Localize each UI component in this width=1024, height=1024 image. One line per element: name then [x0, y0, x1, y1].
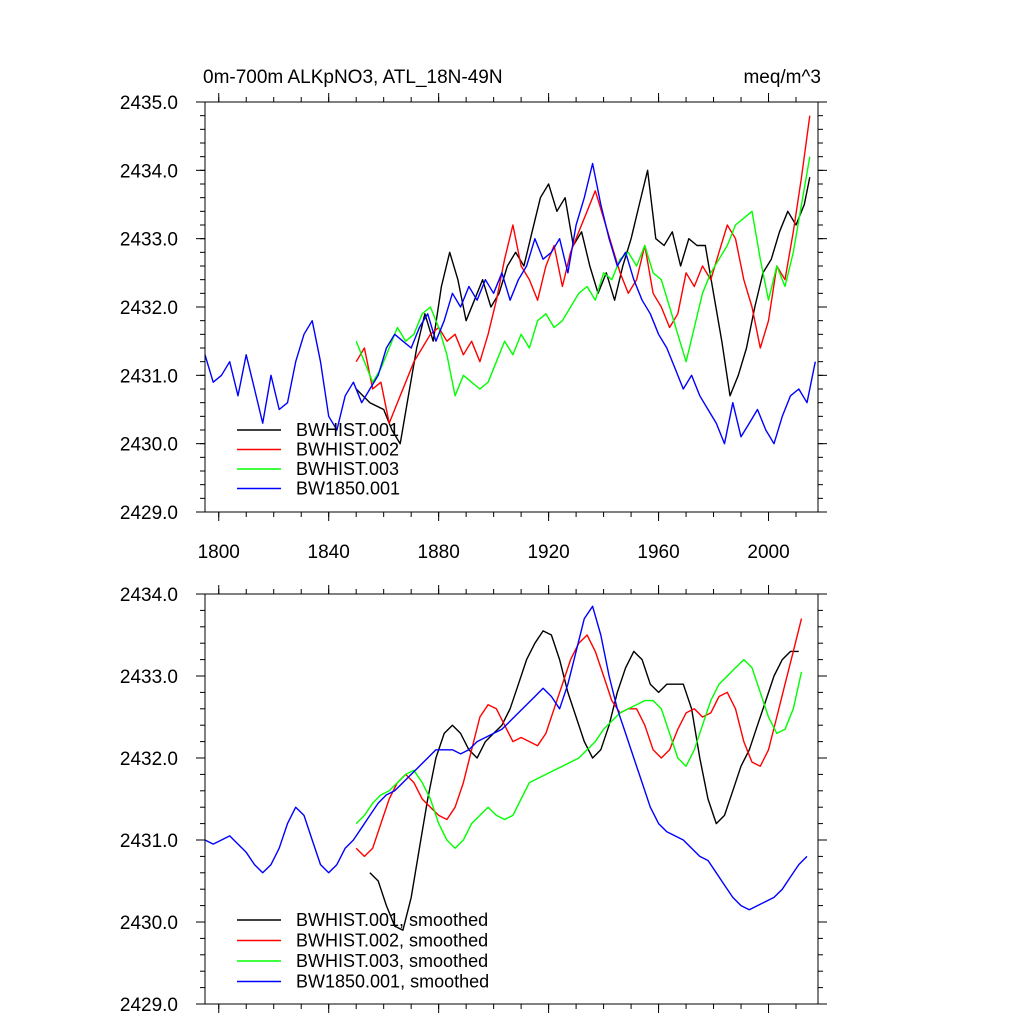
bottom-panel: 2429.0 2430.0 2431.0 2432.0 2433.0 2434.0 BWH…	[120, 585, 827, 1016]
bottom-legend-label-bw1850-001-smoothed: BW1850.001, smoothed	[296, 972, 489, 992]
bottom-legend-label-bwhist-001-smoothed: BWHIST.001, smoothed	[296, 910, 488, 930]
top-ytick-label: 2430.0	[120, 435, 178, 456]
bottom-series-bw1850-001-smoothed	[204, 605, 808, 911]
top-ytick-label: 2433.0	[120, 230, 178, 251]
bottom-series-bwhist-003-smoothed	[355, 658, 803, 849]
bottom-ytick-label: 2432.0	[120, 749, 178, 770]
top-xtick-label: 1960	[637, 542, 679, 563]
top-panel: 0m-700m ALKpNO3, ATL_18N-49N meq/m^3 242…	[120, 67, 827, 563]
top-ytick-label: 2432.0	[120, 298, 178, 319]
top-xtick-label: 2000	[747, 542, 789, 563]
bottom-legend-label-bwhist-003-smoothed: BWHIST.003, smoothed	[296, 951, 488, 971]
top-legend-label-bwhist-002: BWHIST.002	[296, 440, 399, 460]
bottom-legend-label-bwhist-002-smoothed: BWHIST.002, smoothed	[296, 931, 488, 951]
top-series-layer	[204, 115, 816, 445]
bottom-ticks-layer: 2429.0 2430.0 2431.0 2432.0 2433.0 2434.0	[120, 585, 827, 1016]
top-ytick-label: 2429.0	[120, 503, 178, 524]
top-series-bwhist-001	[355, 169, 811, 445]
bottom-ytick-label: 2430.0	[120, 913, 178, 934]
bottom-ytick-label: 2434.0	[120, 585, 178, 606]
top-legend-label-bw1850-001: BW1850.001	[296, 479, 400, 499]
bottom-series-bwhist-002-smoothed	[355, 618, 803, 858]
top-series-bw1850-001	[204, 162, 816, 445]
bottom-ytick-label: 2431.0	[120, 831, 178, 852]
bottom-series-layer	[204, 605, 808, 931]
top-ticks-layer: 2429.0 2430.0 2431.0 2432.0 2433.0 2434.0 2435…	[120, 93, 827, 563]
top-xtick-label: 1840	[308, 542, 350, 563]
top-series-bwhist-002	[355, 115, 811, 424]
top-legend-label-bwhist-001: BWHIST.001	[296, 420, 399, 440]
top-xtick-label: 1880	[418, 542, 460, 563]
top-panel-title: 0m-700m ALKpNO3, ATL_18N-49N	[203, 67, 503, 88]
top-legend-label-bwhist-003: BWHIST.003	[296, 459, 399, 479]
top-ytick-label: 2435.0	[120, 93, 178, 114]
top-panel-units: meq/m^3	[743, 67, 821, 88]
top-ytick-label: 2434.0	[120, 161, 178, 182]
top-xtick-label: 1920	[527, 542, 569, 563]
top-ytick-label: 2431.0	[120, 366, 178, 387]
bottom-series-bwhist-001-smoothed	[369, 630, 799, 931]
bottom-ytick-label: 2429.0	[120, 995, 178, 1016]
top-xtick-label: 1800	[198, 542, 240, 563]
bottom-plot-frame	[204, 593, 819, 1005]
top-series-bwhist-003	[355, 156, 811, 397]
bottom-ytick-label: 2433.0	[120, 667, 178, 688]
